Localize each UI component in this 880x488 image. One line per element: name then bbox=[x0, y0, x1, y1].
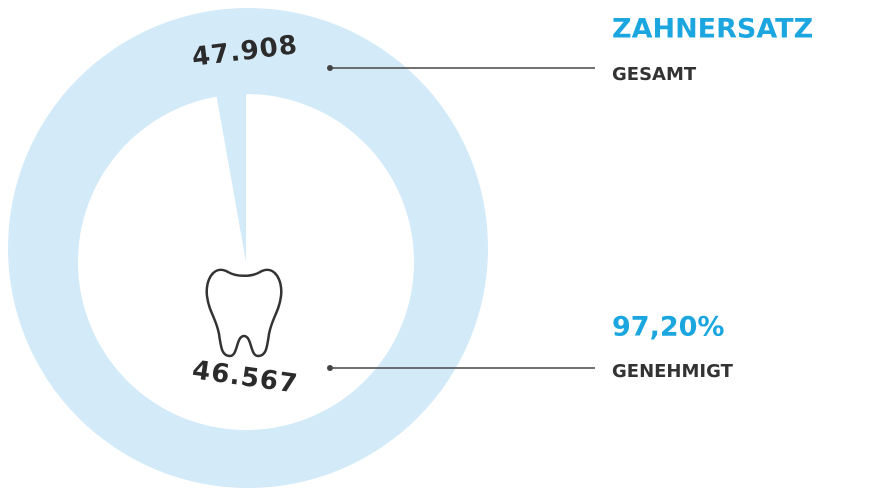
approved-sector bbox=[78, 94, 415, 430]
category-label: GENEHMIGT bbox=[612, 361, 734, 382]
leader-dot bbox=[327, 365, 333, 371]
percent-label: 97,20% bbox=[612, 312, 724, 343]
category-label: GESAMT bbox=[612, 64, 697, 85]
chart-title: ZAHNERSATZ bbox=[612, 14, 813, 45]
leader-dot bbox=[327, 65, 333, 71]
tooth-icon bbox=[205, 268, 283, 358]
pie bbox=[8, 8, 488, 488]
